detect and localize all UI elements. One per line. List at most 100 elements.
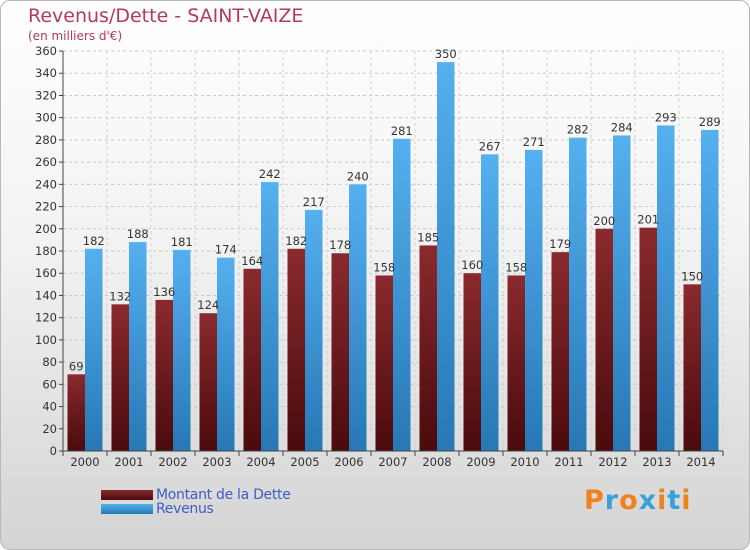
bar-revenue [305, 209, 323, 451]
bar-debt [595, 228, 613, 451]
bar-debt [111, 304, 129, 451]
y-tick-label: 220 [35, 200, 57, 214]
x-tick-label: 2009 [466, 455, 495, 469]
y-tick-label: 360 [35, 44, 57, 58]
x-tick-label: 2012 [598, 455, 627, 469]
data-label-debt: 179 [549, 237, 571, 251]
data-label-debt: 158 [505, 260, 527, 274]
data-label-debt: 132 [109, 289, 131, 303]
bar-revenue [129, 242, 147, 451]
bar-revenue [437, 62, 455, 451]
proxiti-logo: Proxiti [584, 485, 692, 516]
data-label-revenue: 242 [259, 167, 281, 181]
x-tick-label: 2011 [554, 455, 583, 469]
data-label-revenue: 174 [215, 243, 237, 257]
data-label-revenue: 289 [699, 115, 721, 129]
y-tick-label: 120 [35, 311, 57, 325]
data-label-debt: 164 [241, 254, 263, 268]
y-tick-label: 20 [42, 422, 57, 436]
y-tick-label: 0 [50, 444, 57, 458]
y-tick-label: 240 [35, 177, 57, 191]
logo-letter: P [584, 485, 605, 516]
data-label-debt: 178 [329, 238, 351, 252]
x-tick-label: 2008 [422, 455, 451, 469]
logo-letter: o [619, 485, 639, 516]
x-tick-label: 2004 [246, 455, 275, 469]
x-tick-label: 2013 [642, 455, 671, 469]
bar-revenue [481, 154, 499, 452]
data-label-debt: 124 [197, 298, 219, 312]
legend-label-revenue: Revenus [156, 501, 214, 517]
data-label-revenue: 217 [303, 195, 325, 209]
y-tick-label: 40 [42, 400, 57, 414]
bar-debt [507, 275, 525, 451]
logo-letter: i [681, 485, 692, 516]
bar-debt [331, 253, 349, 451]
x-tick-label: 2000 [70, 455, 99, 469]
y-tick-label: 300 [35, 111, 57, 125]
bar-debt [375, 275, 393, 451]
data-label-revenue: 293 [655, 110, 677, 124]
chart-subtitle: (en milliers d'€) [28, 29, 123, 43]
legend-swatch-revenue [101, 504, 153, 514]
data-label-debt: 150 [681, 269, 703, 283]
y-tick-label: 160 [35, 266, 57, 280]
data-label-revenue: 350 [435, 47, 457, 61]
logo-letter: x [638, 485, 658, 516]
bar-revenue [217, 257, 235, 451]
data-label-revenue: 240 [347, 169, 369, 183]
bar-revenue [657, 125, 675, 451]
bar-debt [683, 284, 701, 451]
data-label-debt: 160 [461, 258, 483, 272]
bar-debt [639, 227, 657, 451]
data-label-debt: 69 [69, 359, 84, 373]
data-label-debt: 201 [637, 213, 659, 227]
x-tick-label: 2002 [158, 455, 187, 469]
y-tick-label: 140 [35, 288, 57, 302]
bar-revenue [701, 129, 719, 451]
bar-revenue [393, 138, 411, 451]
bar-debt [419, 245, 437, 451]
bar-debt [243, 268, 261, 451]
data-label-debt: 200 [593, 214, 615, 228]
bar-revenue [85, 248, 103, 451]
data-label-revenue: 282 [567, 123, 589, 137]
bar-revenue [349, 184, 367, 452]
bar-revenue [261, 182, 279, 451]
bar-revenue [525, 149, 543, 451]
data-label-revenue: 267 [479, 139, 501, 153]
x-tick-label: 2003 [202, 455, 231, 469]
logo-letter: i [657, 485, 668, 516]
data-label-debt: 158 [373, 260, 395, 274]
data-label-revenue: 182 [83, 234, 105, 248]
bar-debt [67, 374, 85, 451]
x-tick-label: 2001 [114, 455, 143, 469]
data-label-revenue: 188 [127, 227, 149, 241]
bars-layer [67, 62, 719, 452]
x-tick-label: 2014 [686, 455, 715, 469]
y-tick-label: 340 [35, 66, 57, 80]
y-tick-label: 60 [42, 377, 57, 391]
bar-revenue [569, 137, 587, 451]
data-label-debt: 136 [153, 285, 175, 299]
x-tick-label: 2007 [378, 455, 407, 469]
bar-debt [199, 313, 217, 451]
y-tick-label: 200 [35, 222, 57, 236]
bar-debt [287, 248, 305, 451]
data-label-debt: 182 [285, 234, 307, 248]
legend-label-debt: Montant de la Dette [156, 487, 291, 503]
data-label-revenue: 181 [171, 235, 193, 249]
bar-debt [463, 273, 481, 451]
logo-letter: t [667, 485, 682, 516]
bar-debt [551, 252, 569, 451]
y-tick-label: 260 [35, 155, 57, 169]
chart-title: Revenus/Dette - SAINT-VAIZE [28, 5, 304, 27]
x-tick-label: 2006 [334, 455, 363, 469]
y-tick-label: 80 [42, 355, 57, 369]
bar-revenue [613, 135, 631, 451]
labels-layer: 0 20 40 60 80 100 120 140 160 180 200 220 240 260 280 3… [35, 44, 721, 469]
y-tick-label: 100 [35, 333, 57, 347]
data-label-revenue: 271 [523, 135, 545, 149]
